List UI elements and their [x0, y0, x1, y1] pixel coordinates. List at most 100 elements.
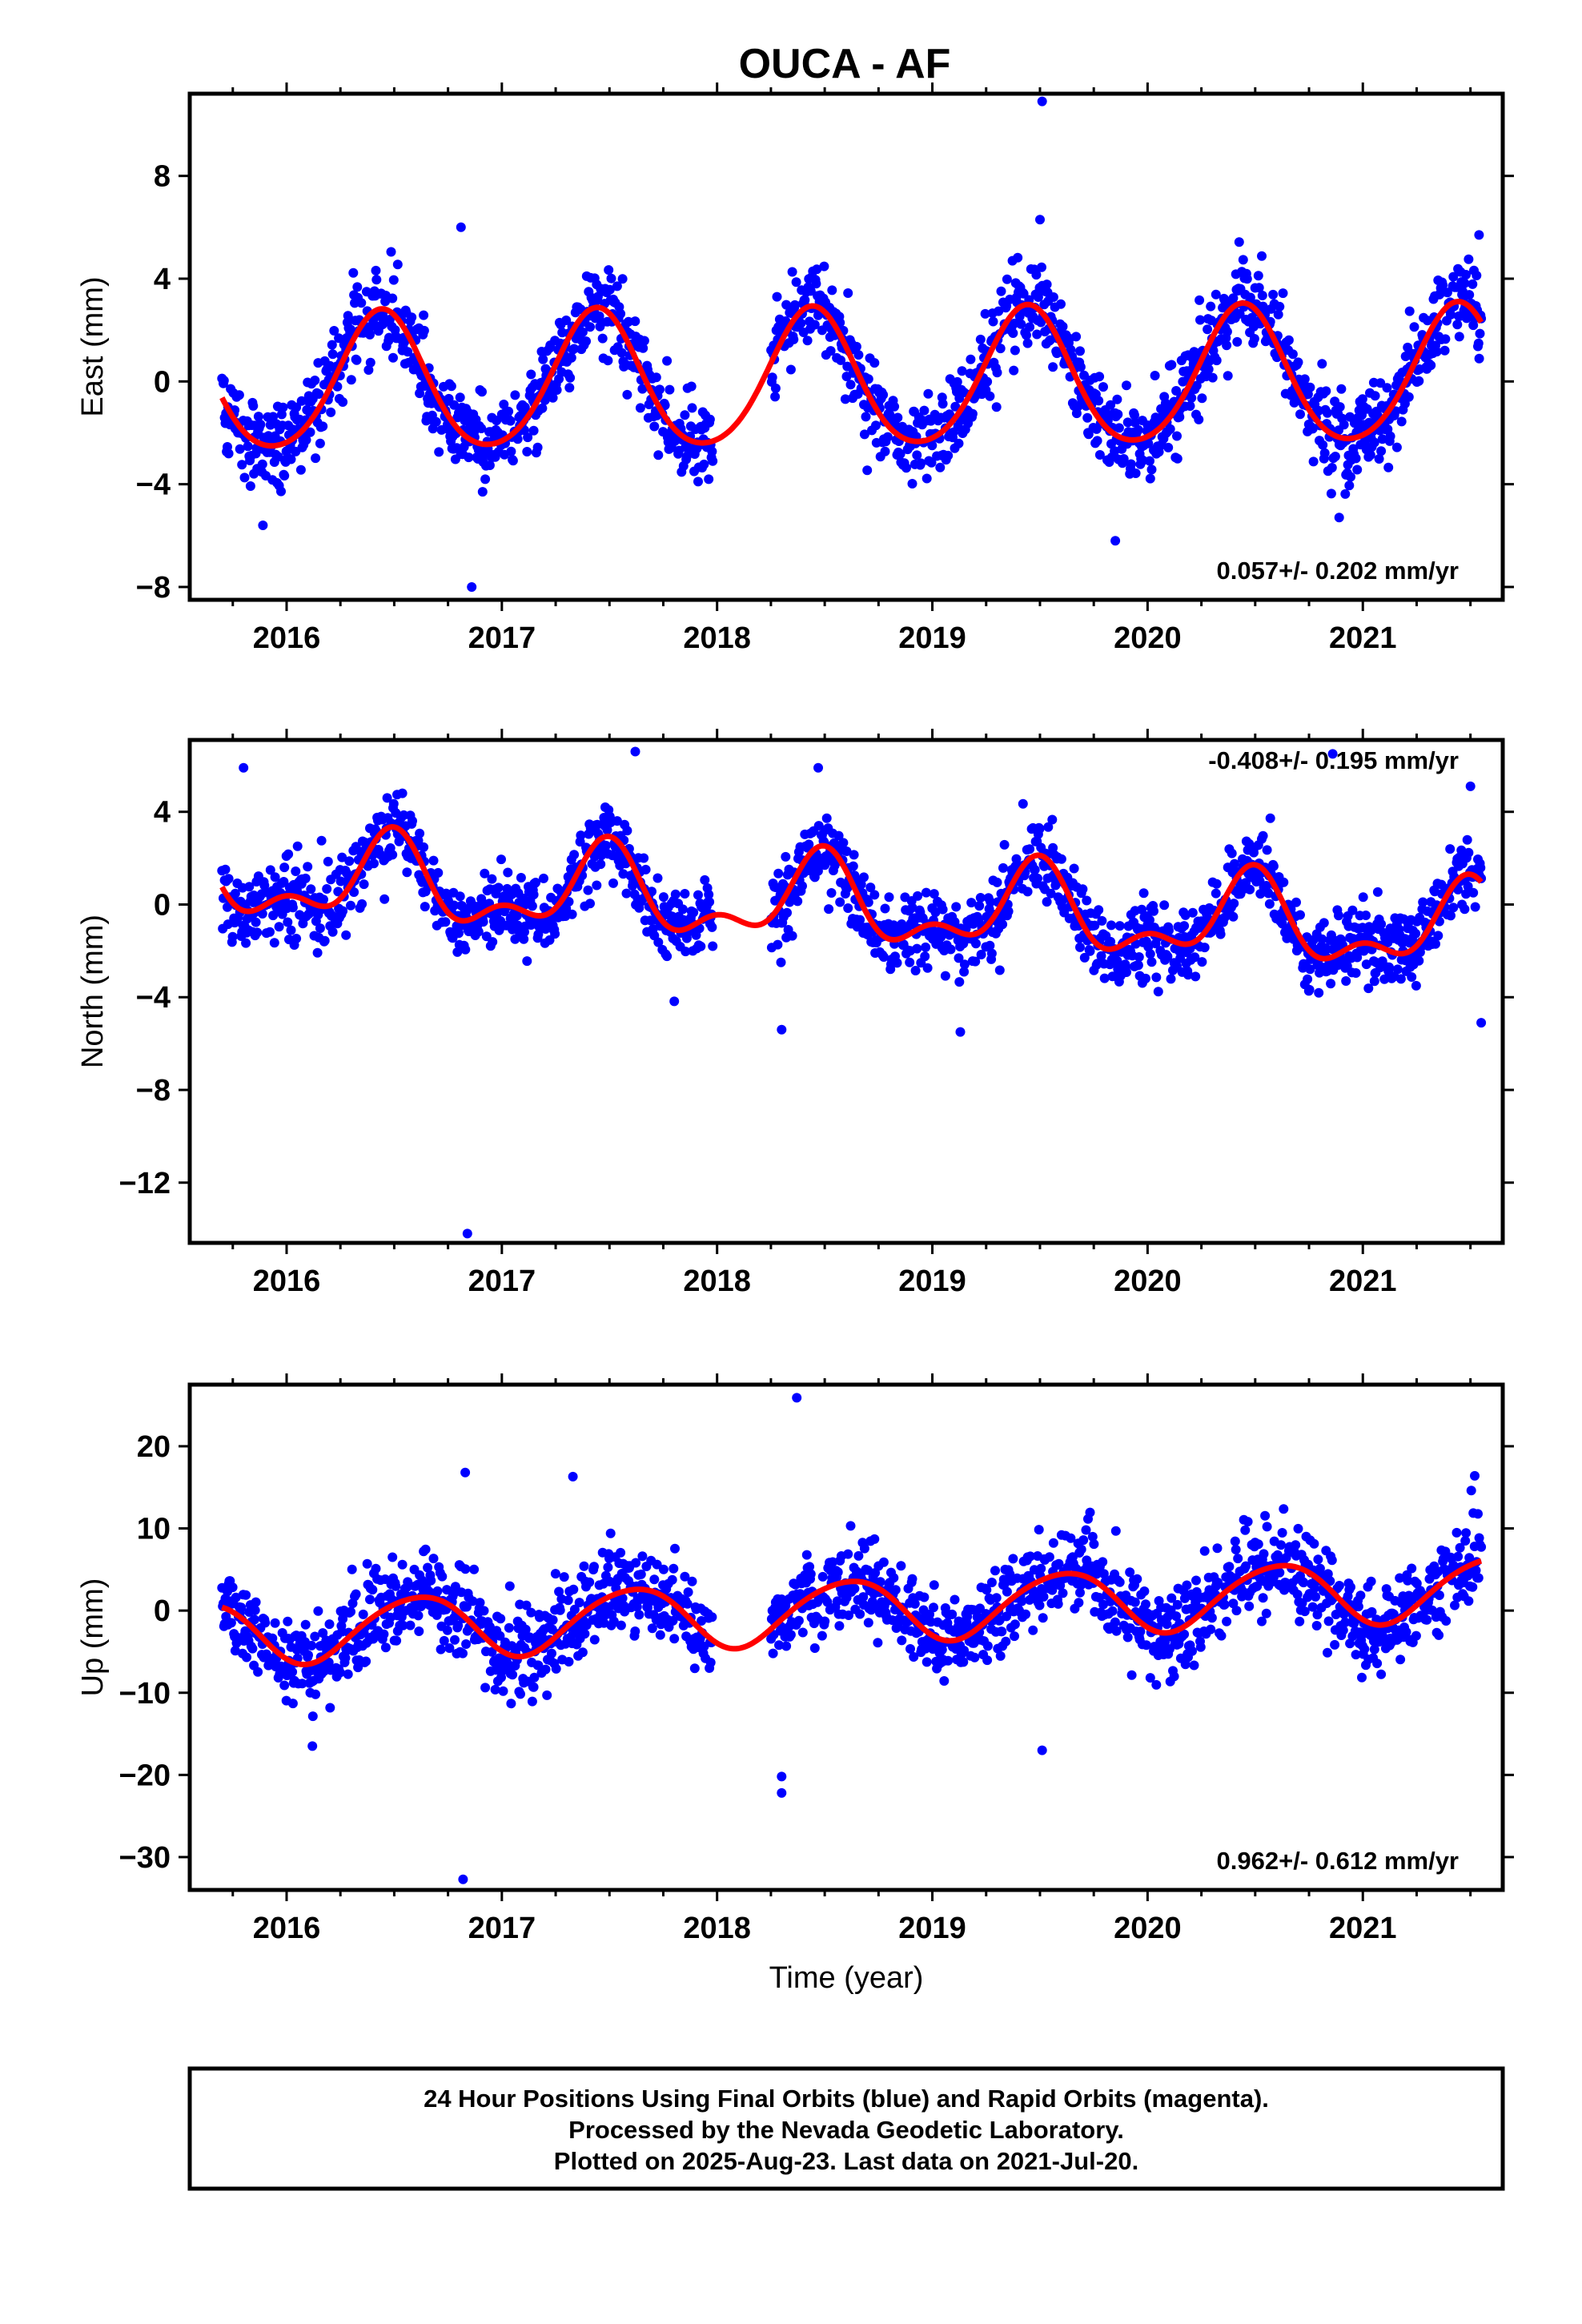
north-data-point: [813, 866, 823, 876]
up-data-point: [247, 1643, 258, 1654]
east-data-point: [665, 384, 675, 395]
east-data-point: [1113, 409, 1123, 420]
east-data-point: [1235, 308, 1245, 319]
up-data-point: [1054, 1558, 1064, 1569]
east-data-point: [235, 444, 245, 454]
east-data-point: [1403, 392, 1414, 402]
north-data-point: [252, 927, 263, 938]
up-data-point: [1224, 1562, 1235, 1572]
up-data-point: [943, 1655, 954, 1666]
up-data-point: [845, 1521, 856, 1531]
north-data-point: [1094, 905, 1104, 915]
up-data-point: [1206, 1624, 1216, 1634]
north-data-point: [286, 925, 296, 935]
east-x-tick-label: 2016: [253, 621, 321, 655]
north-data-point: [804, 839, 814, 850]
up-data-point: [547, 1648, 556, 1659]
east-outlier-point: [1035, 215, 1045, 225]
up-data-point: [371, 1563, 381, 1574]
north-data-point: [975, 893, 986, 903]
north-data-point: [992, 877, 1002, 887]
east-data-point: [1112, 394, 1122, 404]
up-data-point: [1207, 1613, 1217, 1623]
up-data-point: [250, 1605, 260, 1615]
east-outlier-point: [1110, 536, 1121, 546]
up-data-point: [1292, 1590, 1303, 1599]
up-data-point: [479, 1606, 489, 1616]
up-data-point: [828, 1557, 838, 1567]
north-points: [217, 746, 1487, 1239]
east-data-point: [954, 438, 964, 448]
north-data-point: [1141, 973, 1150, 983]
east-data-point: [1299, 374, 1310, 384]
east-data-point: [878, 390, 889, 400]
east-data-point: [1206, 301, 1216, 312]
up-data-point: [589, 1634, 600, 1645]
up-data-point: [387, 1552, 398, 1562]
east-data-point: [649, 421, 660, 432]
east-data-point: [630, 316, 640, 327]
north-data-point: [303, 862, 313, 872]
east-data-point: [1374, 454, 1384, 464]
east-data-point: [1369, 437, 1379, 448]
east-data-point: [564, 383, 575, 393]
north-data-point: [291, 866, 301, 876]
east-data-point: [1133, 424, 1143, 435]
up-data-point: [970, 1652, 980, 1663]
north-data-point: [938, 904, 948, 915]
north-data-point: [569, 850, 580, 860]
up-data-point: [1089, 1539, 1099, 1550]
north-data-point: [1395, 974, 1406, 984]
east-data-point: [1002, 274, 1012, 284]
north-data-point: [223, 874, 234, 884]
north-data-point: [1137, 904, 1147, 915]
east-data-point: [403, 347, 413, 357]
north-data-point: [1245, 884, 1255, 895]
east-y-tick-label: −8: [136, 571, 171, 605]
north-data-point: [265, 927, 275, 937]
north-data-point: [704, 890, 714, 899]
up-data-point: [461, 1639, 472, 1649]
up-data-point: [982, 1641, 993, 1651]
up-data-point: [1222, 1616, 1232, 1626]
north-y-tick-label: 4: [154, 796, 171, 830]
up-data-point: [325, 1703, 335, 1713]
north-data-point: [843, 903, 853, 913]
up-data-point: [1260, 1510, 1271, 1521]
east-data-point: [1032, 329, 1042, 340]
east-data-point: [237, 460, 247, 470]
north-data-point: [1326, 979, 1336, 989]
east-data-point: [622, 389, 632, 400]
north-data-point: [1295, 910, 1305, 920]
north-data-point: [1448, 903, 1459, 913]
north-data-point: [379, 894, 390, 904]
north-data-point: [291, 934, 302, 943]
north-data-point: [652, 873, 663, 883]
east-data-point: [1094, 372, 1105, 382]
east-data-point: [967, 408, 978, 419]
east-data-point: [1022, 330, 1031, 340]
north-data-point: [608, 878, 618, 888]
north-data-point: [1133, 960, 1143, 971]
north-data-point: [1361, 959, 1371, 970]
north-data-point: [312, 947, 323, 958]
east-data-point: [651, 372, 661, 383]
north-data-point: [848, 861, 858, 871]
east-data-point: [845, 380, 856, 390]
north-rate-label: -0.408+/- 0.195 mm/yr: [1208, 746, 1459, 774]
north-data-point: [1453, 884, 1464, 895]
up-data-point: [226, 1618, 236, 1628]
east-data-point: [851, 341, 861, 352]
north-data-point: [596, 859, 606, 870]
north-data-point: [1099, 973, 1110, 983]
up-data-point: [1199, 1546, 1210, 1556]
north-data-point: [1033, 873, 1042, 883]
up-data-point: [668, 1615, 678, 1626]
up-data-point: [300, 1619, 311, 1630]
up-data-point: [652, 1559, 662, 1570]
north-data-point: [283, 917, 293, 927]
east-data-point: [655, 384, 665, 395]
east-data-point: [772, 292, 782, 302]
